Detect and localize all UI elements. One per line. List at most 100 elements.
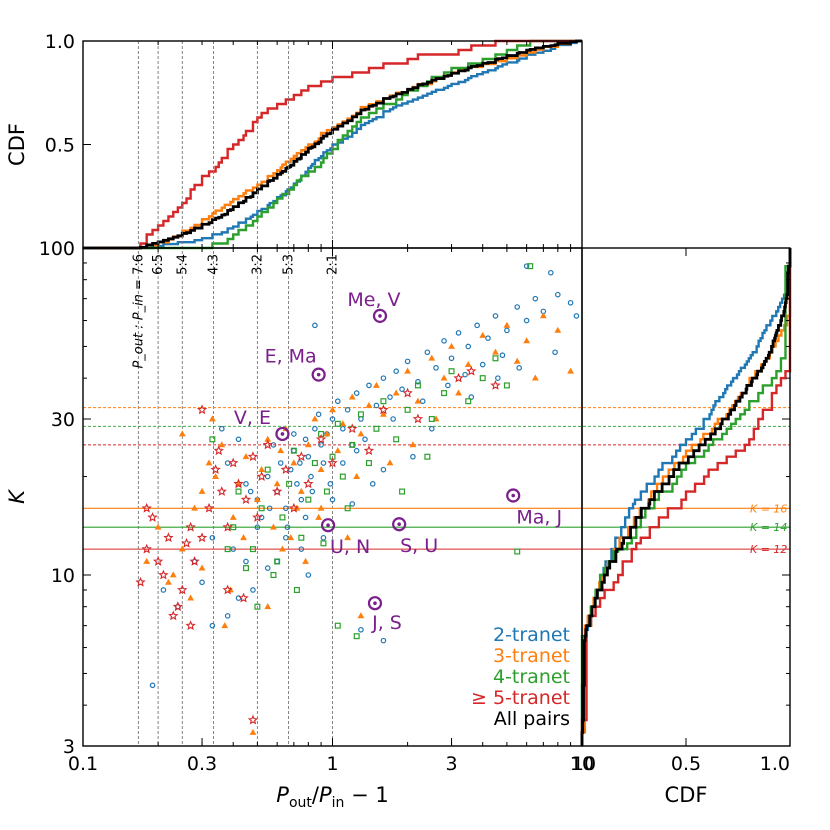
data-point — [235, 488, 242, 495]
data-point — [304, 441, 312, 448]
data-point — [453, 372, 464, 383]
data-point — [492, 355, 499, 362]
data-point — [315, 433, 327, 444]
data-point — [323, 488, 330, 495]
data-point — [243, 481, 249, 487]
y-tick-label: 100 — [39, 238, 75, 260]
data-point — [353, 472, 361, 479]
data-point — [445, 382, 451, 389]
data-point — [514, 304, 521, 310]
data-point — [273, 480, 281, 487]
cdf-curve-all-pairs — [580, 248, 792, 746]
data-point — [362, 436, 368, 443]
cdf-curve-4-tranet — [83, 39, 582, 250]
data-point — [199, 579, 205, 586]
data-point — [404, 406, 411, 413]
data-point — [266, 505, 273, 512]
data-point — [392, 389, 400, 396]
legend-entry: 4-tranet — [493, 666, 570, 688]
data-point — [308, 473, 314, 480]
data-point — [283, 534, 289, 541]
top-y-axis-label: CDF — [5, 123, 29, 166]
data-point — [256, 471, 267, 481]
data-point — [344, 505, 351, 512]
legend-entry: 3-tranet — [493, 645, 570, 667]
data-point — [222, 521, 233, 532]
data-point — [357, 411, 364, 418]
solar-pair-dot — [316, 372, 321, 377]
data-point — [221, 622, 229, 629]
data-point — [466, 365, 477, 376]
solar-pair-label: J, S — [371, 612, 402, 634]
solar-pair-label: E, Ma — [265, 346, 317, 368]
solar-pair-dot — [378, 314, 382, 318]
right-x-tick-label: 1.0 — [760, 753, 790, 775]
data-point — [353, 447, 360, 454]
data-point — [240, 494, 252, 505]
data-point — [141, 502, 152, 513]
solar-pair-label: Ma, J — [516, 507, 562, 529]
data-point — [474, 322, 480, 329]
data-point — [317, 504, 325, 511]
data-point — [218, 425, 225, 432]
k-threshold-label: K = 16 — [750, 502, 787, 515]
data-point — [513, 357, 521, 364]
resonance-label: 6:5 — [151, 254, 166, 275]
k-threshold-label: K = 12 — [750, 543, 787, 556]
data-point — [181, 537, 192, 548]
data-point — [523, 263, 530, 269]
data-point — [187, 594, 195, 601]
data-point — [274, 558, 280, 565]
y-tick-label: 3 — [63, 736, 75, 758]
data-point — [178, 545, 186, 552]
data-point — [357, 612, 365, 619]
data-point — [465, 398, 472, 405]
data-point — [390, 416, 396, 422]
data-point — [270, 442, 277, 448]
data-point — [339, 473, 346, 480]
data-point — [465, 343, 472, 350]
data-point — [323, 430, 331, 437]
data-point — [399, 488, 406, 495]
data-point — [298, 546, 305, 552]
solar-pair-label: S, U — [400, 535, 438, 557]
data-point — [455, 389, 462, 396]
data-point — [242, 565, 249, 572]
data-point — [305, 496, 312, 503]
solar-pair-dot — [397, 522, 401, 527]
data-point — [198, 564, 206, 571]
data-point — [315, 513, 323, 520]
x-tick-label: 1 — [326, 753, 338, 775]
data-point — [380, 398, 387, 405]
y-tick-label: 10 — [51, 565, 75, 587]
resonance-label: 2:1 — [326, 254, 341, 275]
resonance-label: P_out : P_in = 7:6 — [131, 254, 146, 369]
data-point — [309, 488, 316, 495]
solar-pair-marker — [506, 488, 521, 503]
data-point — [312, 425, 318, 432]
data-point — [270, 523, 277, 530]
data-point — [233, 478, 244, 489]
solar-pair-marker — [372, 308, 388, 323]
data-point — [315, 411, 322, 418]
data-point — [492, 348, 499, 355]
y-axis-label: K — [5, 488, 29, 504]
data-point — [363, 445, 375, 456]
data-point — [298, 534, 305, 541]
solar-pair-label: U, N — [330, 536, 370, 558]
data-point — [218, 441, 226, 448]
data-point — [320, 534, 327, 541]
data-point — [262, 439, 273, 450]
data-point — [290, 459, 298, 466]
data-point — [386, 459, 394, 466]
data-point — [380, 466, 387, 473]
data-point — [235, 436, 242, 443]
data-point — [380, 410, 387, 417]
data-point — [468, 394, 475, 400]
data-point — [347, 423, 358, 434]
solar-pair-marker — [320, 518, 336, 533]
data-point — [209, 534, 216, 541]
data-point — [448, 342, 455, 349]
data-point — [504, 327, 510, 334]
